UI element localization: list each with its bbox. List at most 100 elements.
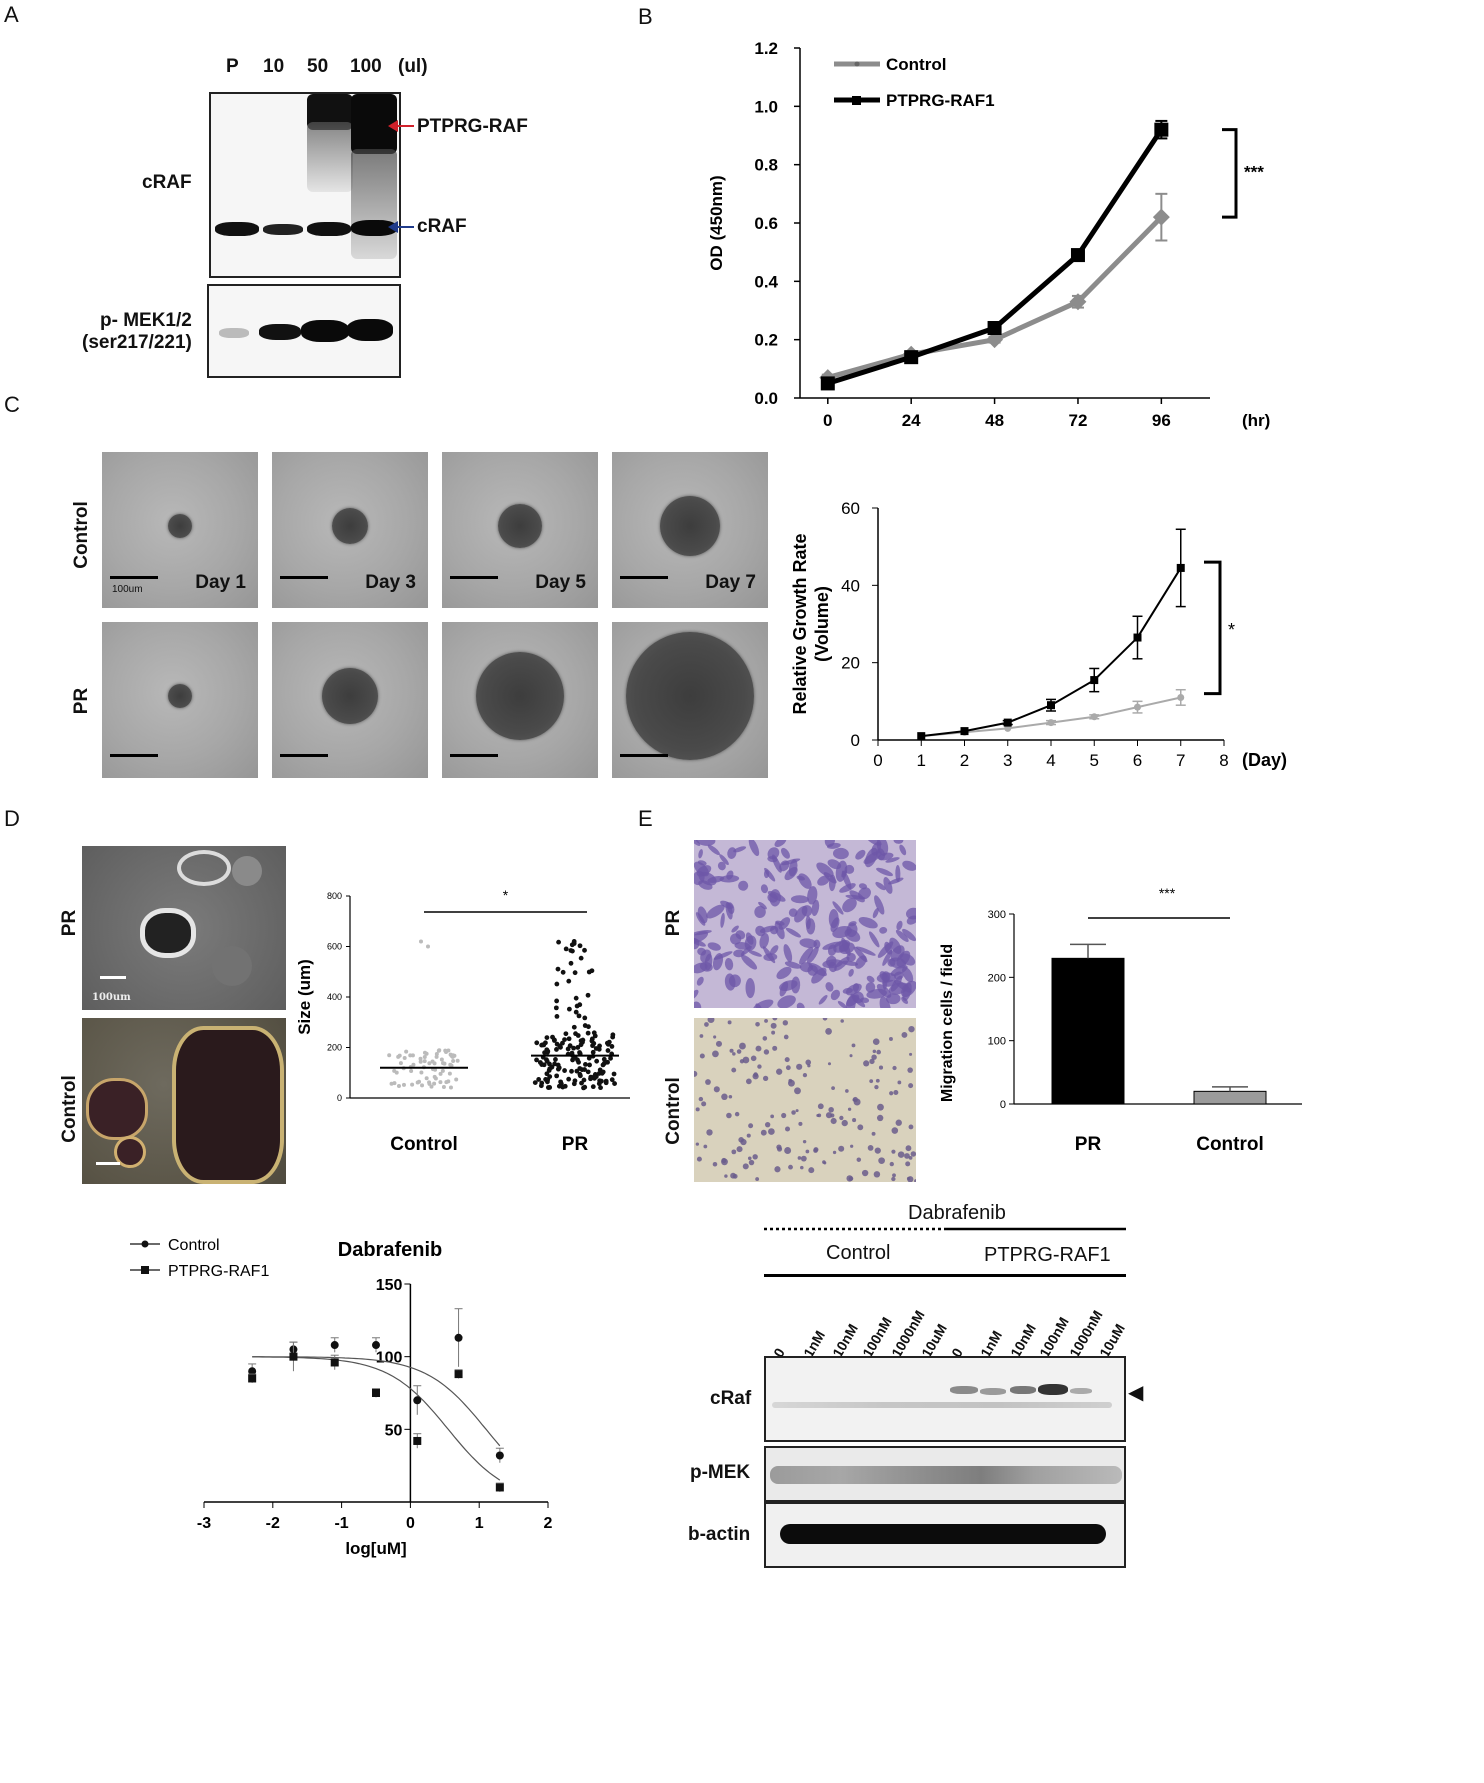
cell [871,1054,877,1060]
y-tick-label: 0.8 [754,156,778,175]
cell [701,1101,707,1107]
data-point-pr [601,1056,607,1062]
cell [845,894,866,900]
cell [694,840,701,846]
data-point-control [449,1053,454,1058]
blot-row-label-pmek-site: (ser217/221) [82,332,192,353]
cell [840,1019,844,1023]
cell [784,1057,790,1063]
y-tick-label: 50 [385,1422,403,1439]
photo-e-control [694,1018,916,1182]
cell [764,1121,771,1128]
cell [901,1031,908,1038]
cell [721,1093,728,1101]
cell [759,932,769,949]
data-point [1047,701,1055,710]
cell [742,1163,749,1170]
data-point-control [448,1062,453,1067]
cell [806,918,816,935]
data-point [917,732,926,741]
data-point-pr [544,1035,550,1040]
data-point-control [422,1055,427,1060]
cell [902,982,912,1001]
data-point-control [396,1084,401,1089]
x-category-label-1: Control [1196,1134,1264,1155]
scale-bar [450,576,498,579]
data-point-pr [582,1084,588,1090]
x-tick-label: 48 [985,411,1004,430]
dose-label: 10nM [1006,1320,1039,1360]
data-point-pr [577,1071,583,1077]
data-point-pr [568,960,574,966]
lane-label-100: 100 [350,56,382,77]
cell [805,1059,812,1066]
data-point [372,1389,380,1397]
data-point-pr [554,981,560,987]
cell [796,1063,803,1070]
cell [731,1149,737,1155]
panel-label-d: D [4,806,20,831]
cell [872,1049,877,1054]
data-point-pr [576,1013,582,1019]
cell [704,1022,709,1027]
cell [695,1142,700,1146]
cell [755,925,766,937]
cell [811,967,827,984]
cell [869,931,880,948]
cell [892,1065,897,1071]
cell [874,1085,879,1090]
blot-row-label-craf: cRAF [142,172,192,193]
cell [834,956,850,971]
group-divider [764,1274,1126,1277]
fit-curve-1 [252,1356,501,1447]
data-point [1003,718,1012,727]
cell [896,950,911,967]
cell [748,1159,755,1166]
cell [724,1174,728,1178]
cell [800,1165,804,1170]
data-point-pr [599,1078,604,1084]
cell [825,1112,833,1119]
cell [895,929,909,942]
cell [825,1028,832,1035]
spheroid-photo-pr-4 [612,622,768,778]
data-point-control [426,944,430,949]
cell [707,876,725,883]
cell [712,953,724,971]
legend-marker [854,61,860,67]
cell [822,1018,828,1021]
spheroid-photo-control-4: Day 7 [612,452,768,608]
cell [811,899,820,916]
cell [780,847,790,859]
data-point-pr [554,1073,560,1079]
cell [697,947,707,956]
cell [785,927,801,938]
legend-marker [141,1240,149,1248]
cell [830,989,841,1001]
cell [698,1096,704,1102]
cell [788,1079,795,1087]
cell [733,949,745,958]
data-point [330,1358,339,1367]
spheroid-photo-control-1: Day 1 100um [102,452,258,608]
cell [762,1036,768,1041]
cell [754,905,766,919]
y-tick-label: 0.6 [754,214,778,233]
cell [694,930,712,936]
cell [838,940,850,952]
fit-curve-0 [252,1356,501,1481]
y-tick-label: 20 [841,654,860,673]
cell [699,1034,704,1038]
cell [739,1059,745,1064]
data-point-pr [537,1060,543,1065]
cell [889,937,902,954]
cell [776,966,792,980]
data-point-pr [585,1069,591,1075]
cell [783,1034,789,1040]
cell [871,1131,876,1136]
y-tick-label: 0 [851,731,860,750]
cell [849,1054,853,1058]
row-label-c-control: Control [71,501,92,569]
legend-marker [852,96,861,105]
cell [695,1107,700,1112]
